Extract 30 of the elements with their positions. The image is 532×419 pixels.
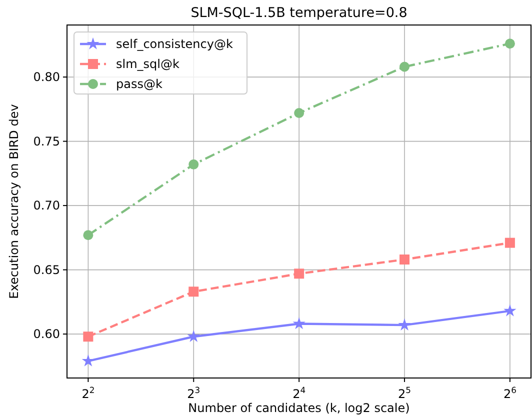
x-tick-label: 2$^{4}$ [292, 385, 306, 401]
point [292, 317, 306, 330]
point [294, 268, 304, 279]
y-tick-label: 0.80 [33, 70, 60, 84]
y-tick-label: 0.60 [33, 327, 60, 342]
legend-label: pass@k [116, 77, 162, 91]
point [398, 318, 411, 330]
y-tick-label: 0.70 [33, 198, 60, 213]
x-tick-label: 2$^{2}$ [82, 385, 95, 401]
point [188, 159, 199, 170]
y-axis-title: Execution accuracy on BIRD dev [7, 104, 21, 299]
point [504, 304, 516, 316]
point [400, 254, 410, 265]
point [187, 330, 200, 342]
x-axis-title: Number of candidates (k, log2 scale) [188, 401, 410, 415]
x-tick-label: 2$^{6}$ [503, 385, 516, 401]
legend-label: slm_sql@k [116, 57, 180, 71]
chart-title: SLM-SQL-1.5B temperature=0.8 [190, 5, 408, 21]
x-tick-label: 2$^{5}$ [398, 385, 411, 401]
legend-label: self_consistency@k [116, 37, 233, 51]
point [294, 108, 304, 118]
point [83, 332, 94, 342]
y-tick-label: 0.65 [33, 262, 60, 277]
point [83, 230, 94, 240]
point [504, 238, 515, 248]
point [504, 38, 515, 49]
point [188, 286, 199, 297]
x-tick-label: 2$^{3}$ [187, 385, 200, 401]
point [400, 62, 410, 72]
y-tick-label: 0.75 [33, 134, 60, 148]
